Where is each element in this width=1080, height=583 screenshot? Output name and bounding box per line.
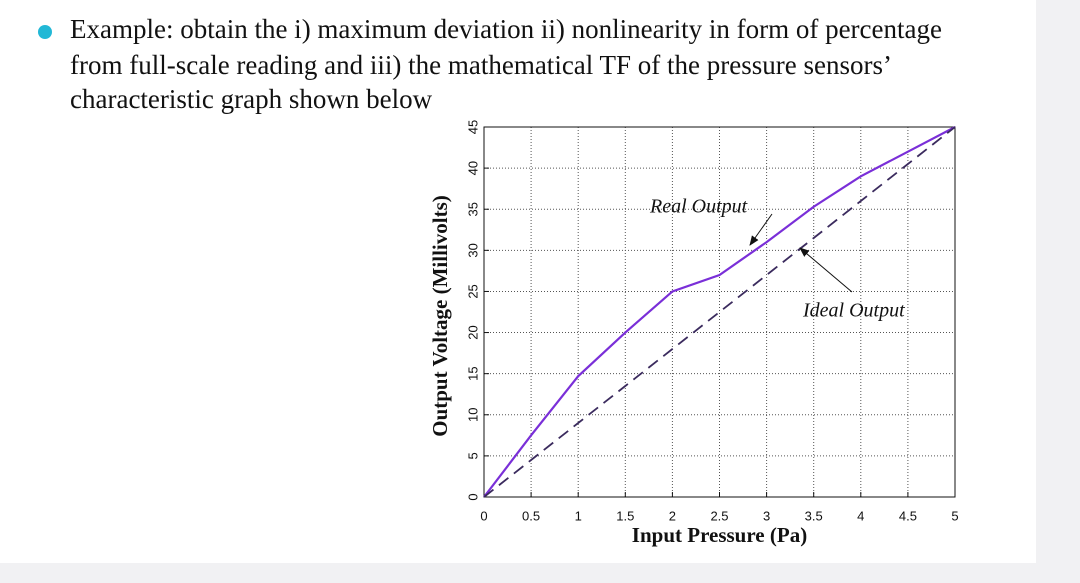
- x-tick-label: 0.5: [522, 508, 540, 523]
- series-line: [483, 126, 956, 498]
- series-line: [483, 126, 956, 498]
- bullet-dot: [38, 25, 52, 39]
- annotation-arrow: [799, 247, 853, 293]
- y-tick-label: 15: [465, 366, 480, 380]
- y-tick-label: 20: [465, 325, 480, 339]
- y-tick-label: 25: [465, 284, 480, 298]
- y-tick-label: 5: [465, 452, 480, 459]
- annotation: Real Output: [649, 196, 748, 218]
- x-tick-label: 2.5: [710, 508, 728, 523]
- y-tick-label: 45: [465, 120, 480, 134]
- plot-frame: [483, 126, 956, 498]
- bullet-text: characteristic graph shown below: [70, 84, 433, 114]
- x-axis-label: Input Pressure (Pa): [632, 523, 807, 547]
- x-tick-label: 1: [575, 508, 582, 523]
- y-axis-label: Output Voltage (Millivolts): [428, 195, 452, 437]
- annotation-arrow: [749, 213, 773, 246]
- y-tick-label: 35: [465, 202, 480, 216]
- x-tick-label: 4.5: [899, 508, 917, 523]
- annotation: Ideal Output: [802, 300, 905, 322]
- x-tick-label: 3: [763, 508, 770, 523]
- bullet-text: from full-scale reading and iii) the mat…: [70, 50, 892, 80]
- x-tick-label: 4: [857, 508, 864, 523]
- x-tick-label: 2: [669, 508, 676, 523]
- x-tick-label: 5: [951, 508, 958, 523]
- y-tick-label: 0: [465, 493, 480, 500]
- y-tick-label: 30: [465, 243, 480, 257]
- y-tick-label: 10: [465, 408, 480, 422]
- y-tick-label: 40: [465, 161, 480, 175]
- x-tick-label: 0: [480, 508, 487, 523]
- x-tick-label: 1.5: [616, 508, 634, 523]
- x-tick-label: 3.5: [805, 508, 823, 523]
- bullet-text: Example: obtain the i) maximum deviation…: [70, 14, 942, 44]
